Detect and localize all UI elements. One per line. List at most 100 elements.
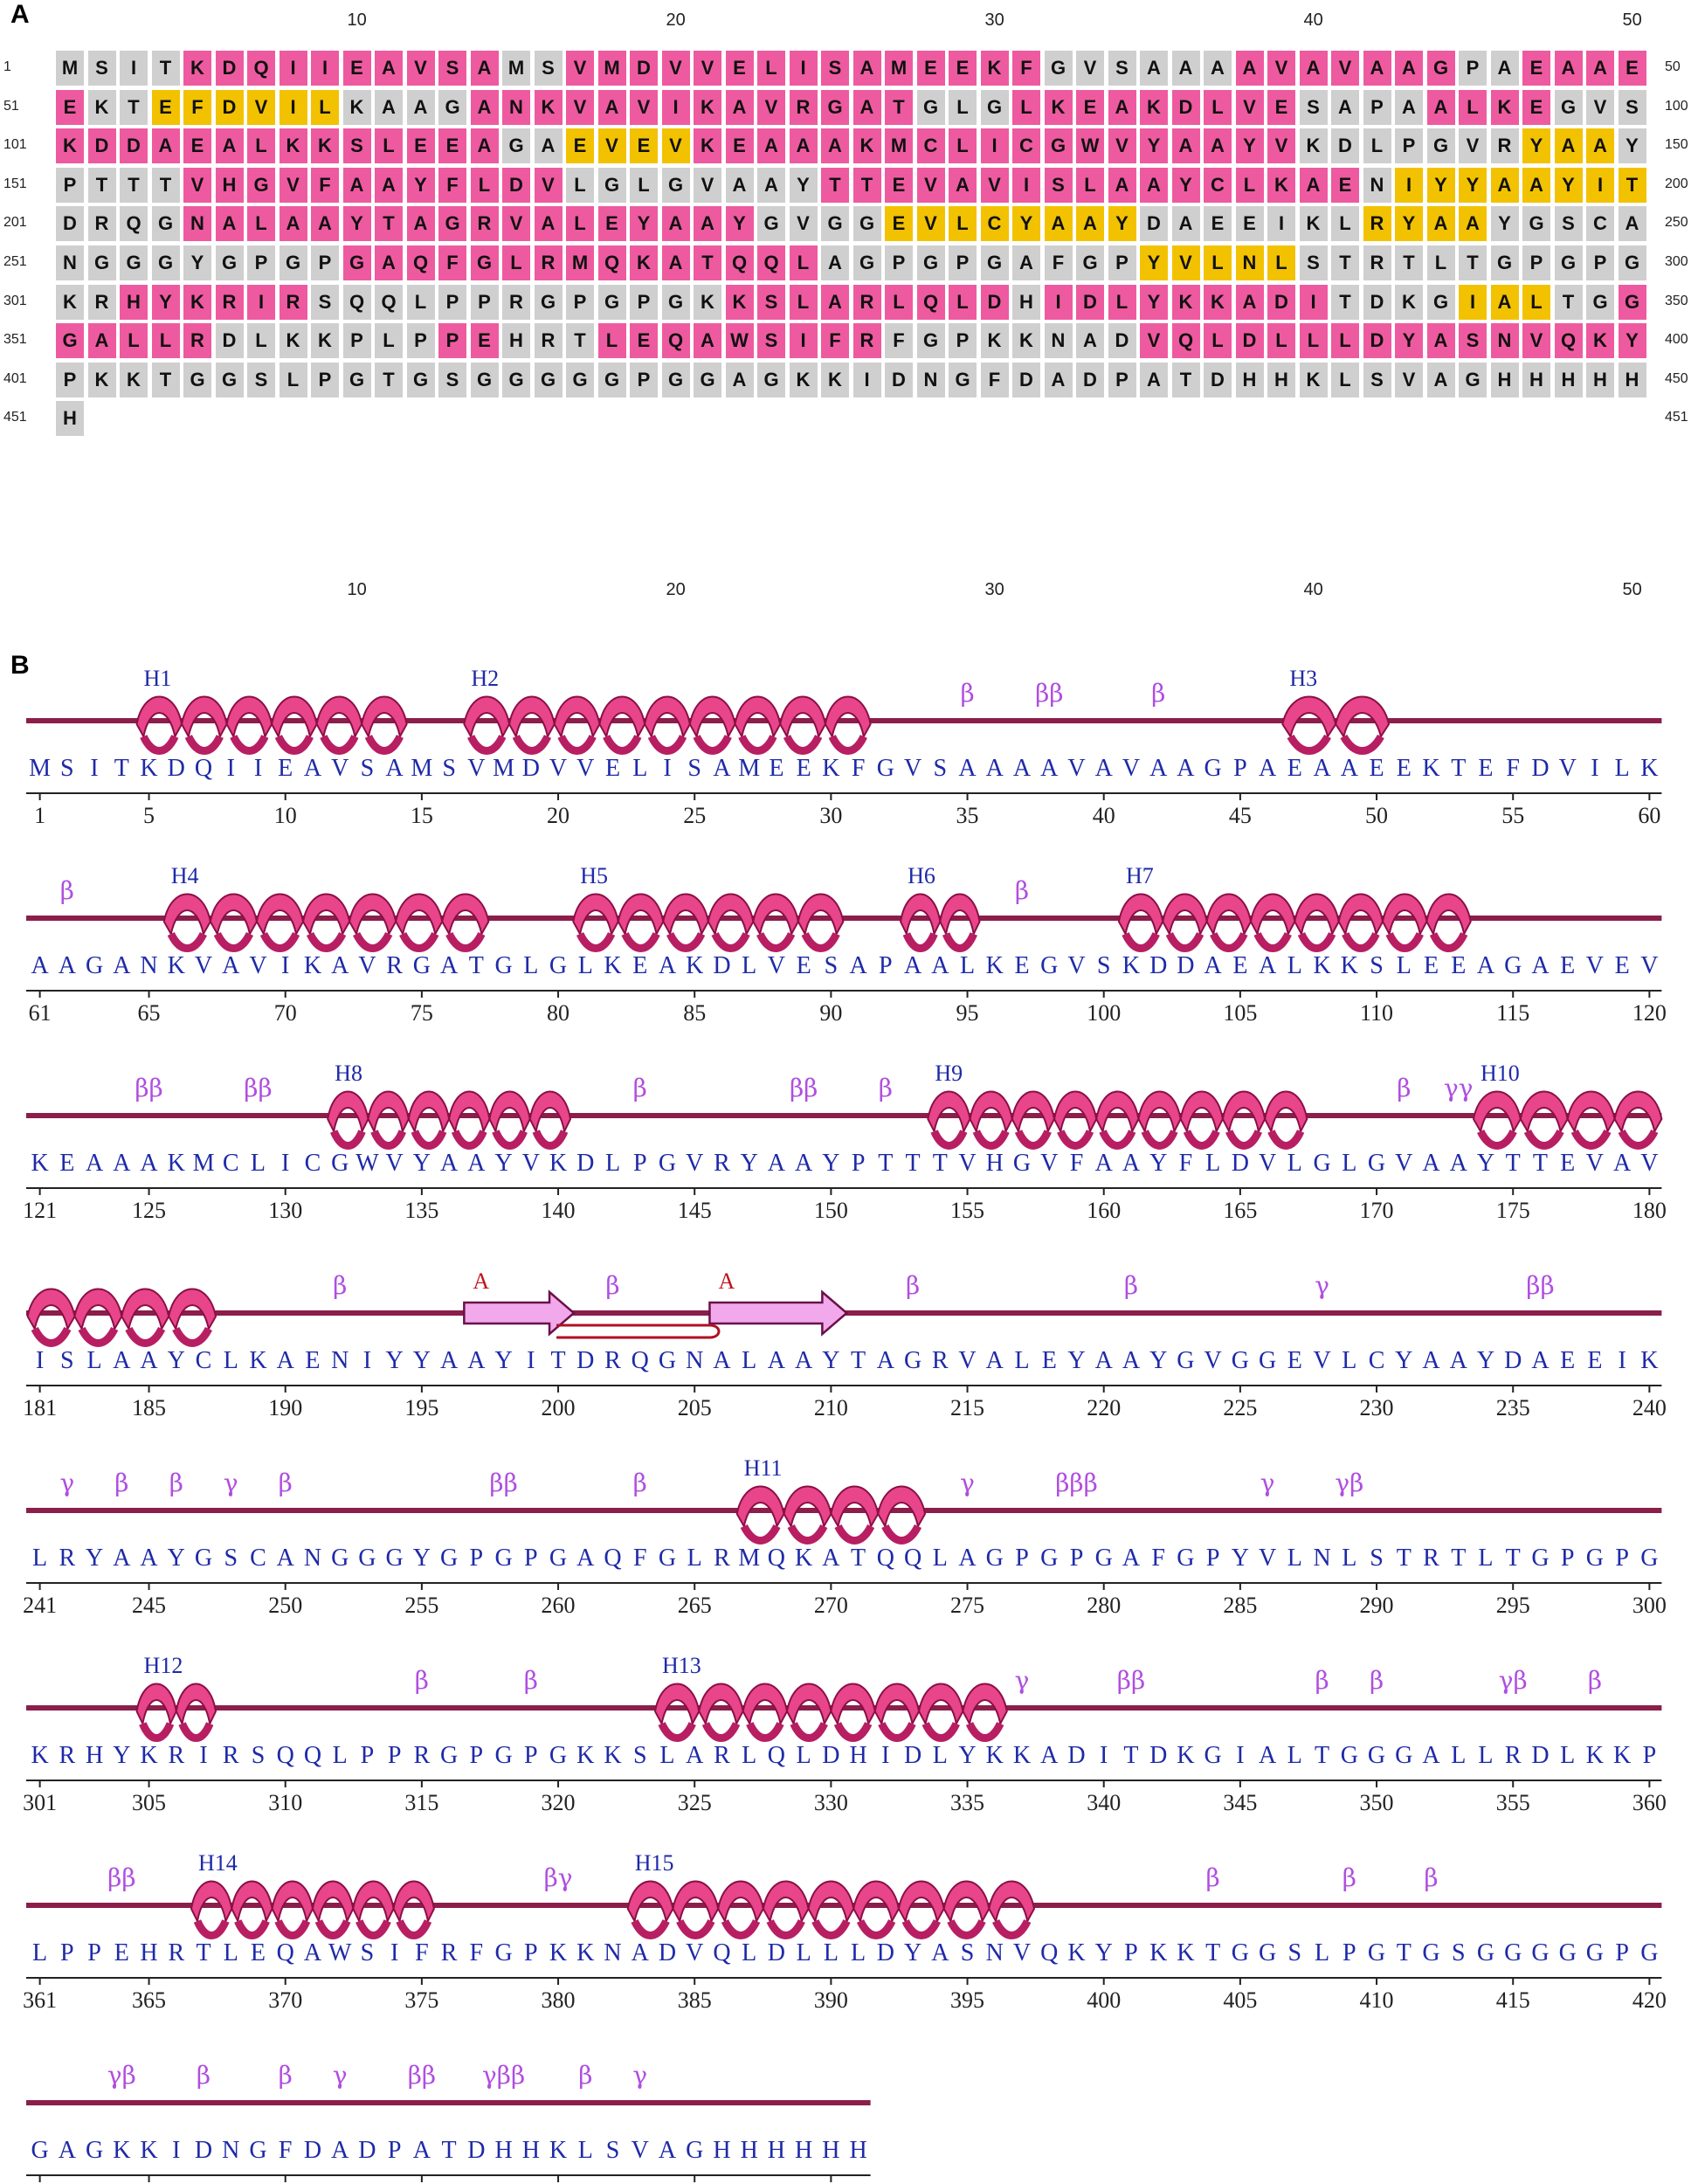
sequence-residue: T: [1451, 755, 1466, 782]
residue-cell: V: [916, 206, 945, 242]
sequence-residue: E: [114, 1939, 129, 1966]
residue-cell: L: [247, 128, 275, 164]
sequence-residue: V: [904, 755, 921, 782]
sequence-residue: L: [1342, 1347, 1356, 1374]
sequence-residue: A: [795, 1347, 813, 1374]
sequence-residue: A: [1531, 1347, 1550, 1374]
helix-back-turn: [492, 1130, 528, 1150]
sequence-residue: G: [1259, 1347, 1276, 1374]
axis-tick-label: 115: [1496, 1000, 1529, 1026]
axis-tick-label: 170: [1360, 1198, 1394, 1223]
axis-tick-label: 301: [23, 1790, 57, 1815]
sequence-residue: R: [932, 1347, 949, 1374]
helix-back-turn: [1340, 734, 1384, 755]
sequence-residue: A: [822, 1545, 840, 1572]
helix-turn: [1162, 893, 1208, 936]
helix-back-turn: [811, 1918, 851, 1939]
sequence-residue: Q: [877, 1545, 894, 1572]
helix-turn: [762, 1880, 810, 1924]
residue-cell: A: [375, 245, 403, 280]
sequence-residue: A: [986, 1347, 1004, 1374]
residue-cell: L: [375, 128, 403, 164]
helix-turn: [1335, 695, 1391, 739]
helix-turn: [830, 1683, 876, 1726]
sequence-residue: Y: [1095, 1939, 1113, 1966]
residue-cell: V: [630, 89, 658, 125]
residue-cell: Y: [1395, 206, 1423, 242]
helix-back-turn: [184, 734, 224, 755]
residue-cell: K: [534, 89, 563, 125]
sequence-residue: D: [1531, 755, 1549, 782]
residue-cell: A: [534, 206, 563, 242]
residue-cell: Y: [1108, 206, 1136, 242]
residue-cell: L: [1235, 167, 1264, 203]
residue-cell: S: [87, 51, 116, 86]
axis-tick-label: 30: [819, 803, 842, 828]
helix-ribbon: [1281, 695, 1391, 755]
residue-cell: K: [56, 128, 84, 164]
sequence-residue: K: [822, 755, 839, 782]
helix-back-turn: [930, 1129, 968, 1150]
sequence-residue: I: [390, 1939, 398, 1966]
turn-symbol: β: [114, 1469, 128, 1497]
axis-tick-label: 345: [1223, 1790, 1257, 1815]
helix-back-turn: [353, 931, 393, 952]
helix-back-turn: [1477, 1129, 1517, 1150]
sequence-residue: Y: [494, 1347, 512, 1374]
sequence-residue: V: [1259, 1545, 1276, 1572]
sequence-residue: V: [1204, 1347, 1222, 1374]
sequence-residue: G: [331, 1150, 349, 1177]
sequence-residue: H: [986, 1150, 1004, 1177]
axis-tick-label: 230: [1360, 1395, 1394, 1420]
helix-turn: [135, 1683, 177, 1727]
sequence-residue: V: [686, 1939, 703, 1966]
axis-tick-label: 160: [1087, 1198, 1121, 1223]
sequence-residue: P: [633, 1150, 647, 1177]
sequence-residue: D: [1232, 1150, 1249, 1177]
helix-turn: [927, 1090, 971, 1134]
sequence-residue: V: [1313, 1347, 1330, 1374]
residue-cell: K: [1299, 128, 1328, 164]
axis-tick-label: 180: [1632, 1198, 1667, 1223]
axis-tick-label: 120: [1632, 1000, 1667, 1026]
axis-tick-label: 335: [950, 1790, 984, 1815]
sequence-residue: G: [1395, 1742, 1412, 1769]
residue-cell: G: [1044, 51, 1073, 86]
helix-turn: [507, 695, 556, 739]
helix-back-turn: [451, 1130, 487, 1150]
sequence-residue: T: [1451, 1545, 1466, 1572]
sequence-residue: E: [1615, 952, 1630, 979]
helix-back-turn: [355, 1919, 391, 1939]
sequence-residue: T: [114, 755, 129, 782]
axis-tick-label: 55: [1501, 803, 1524, 828]
sequence-residue: G: [1368, 1742, 1385, 1769]
sequence-residue: P: [388, 1742, 402, 1769]
sequence-residue: K: [249, 1347, 266, 1374]
sequence-residue: L: [1478, 1545, 1493, 1572]
sequence-residue: G: [331, 1545, 349, 1572]
helix-back-turn: [631, 1918, 670, 1939]
sequence-residue: A: [1040, 755, 1059, 782]
helix-back-turn: [234, 1919, 270, 1939]
sequence-residue: A: [1149, 755, 1168, 782]
turn-symbol: β: [60, 876, 74, 905]
turn-symbol: β: [633, 1469, 647, 1497]
sequence-residue: G: [1013, 1150, 1031, 1177]
residue-cell: A: [1426, 206, 1455, 242]
sequence-residue: V: [958, 1150, 976, 1177]
axis-tick-label: 65: [138, 1000, 161, 1026]
sequence-residue: G: [440, 1545, 458, 1572]
sequence-residue: G: [1040, 1545, 1058, 1572]
residue-cell: A: [1140, 167, 1168, 203]
helix-back-turn: [603, 734, 642, 755]
axis-tick-label: 25: [683, 803, 706, 828]
residue-cell: L: [789, 245, 818, 280]
turn-symbol: ββ: [244, 1074, 272, 1102]
helix-turn: [672, 1880, 720, 1924]
residue-cell: L: [311, 89, 339, 125]
turn-symbol: β: [1588, 1666, 1602, 1695]
residue-cell: G: [1044, 128, 1073, 164]
helix-back-turn: [1141, 1129, 1178, 1150]
axis-tick-label: 15: [411, 803, 433, 828]
